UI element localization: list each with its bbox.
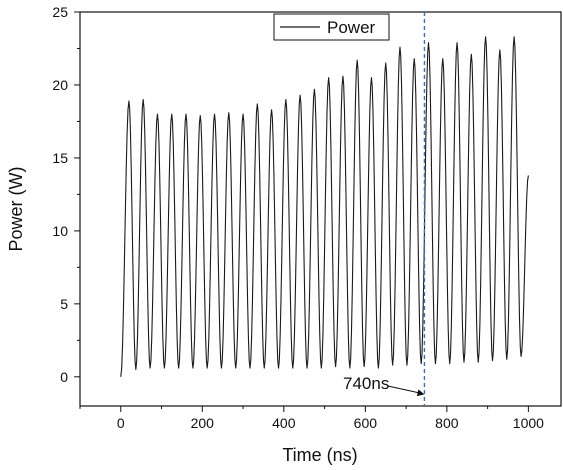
plot-frame bbox=[79, 11, 562, 407]
x-tick-label: 1000 bbox=[513, 415, 544, 431]
legend-box bbox=[273, 13, 390, 41]
y-tick-label: 25 bbox=[52, 4, 68, 20]
y-tick-label: 20 bbox=[52, 77, 68, 93]
x-tick-label: 200 bbox=[191, 415, 215, 431]
x-axis-title: Time (ns) bbox=[282, 445, 357, 465]
legend: Power bbox=[273, 13, 390, 41]
legend-label-power: Power bbox=[327, 18, 376, 37]
ticks-layer: 0 200 400 600 800 1000 0 5 10 15 20 25 bbox=[52, 4, 544, 431]
x-tick-label: 0 bbox=[117, 415, 125, 431]
x-tick-label: 800 bbox=[435, 415, 459, 431]
y-tick-label: 5 bbox=[60, 296, 68, 312]
x-tick-label: 600 bbox=[354, 415, 378, 431]
marker-740ns-label: 740ns bbox=[343, 374, 389, 393]
y-tick-label: 0 bbox=[60, 369, 68, 385]
x-tick-label: 400 bbox=[272, 415, 296, 431]
y-tick-label: 10 bbox=[52, 223, 68, 239]
y-axis-title: Power (W) bbox=[6, 167, 26, 252]
y-tick-label: 15 bbox=[52, 150, 68, 166]
marker-740ns-arrowhead bbox=[416, 389, 425, 397]
power-series-line bbox=[120, 36, 529, 377]
marker-740ns-arrow bbox=[387, 385, 422, 394]
